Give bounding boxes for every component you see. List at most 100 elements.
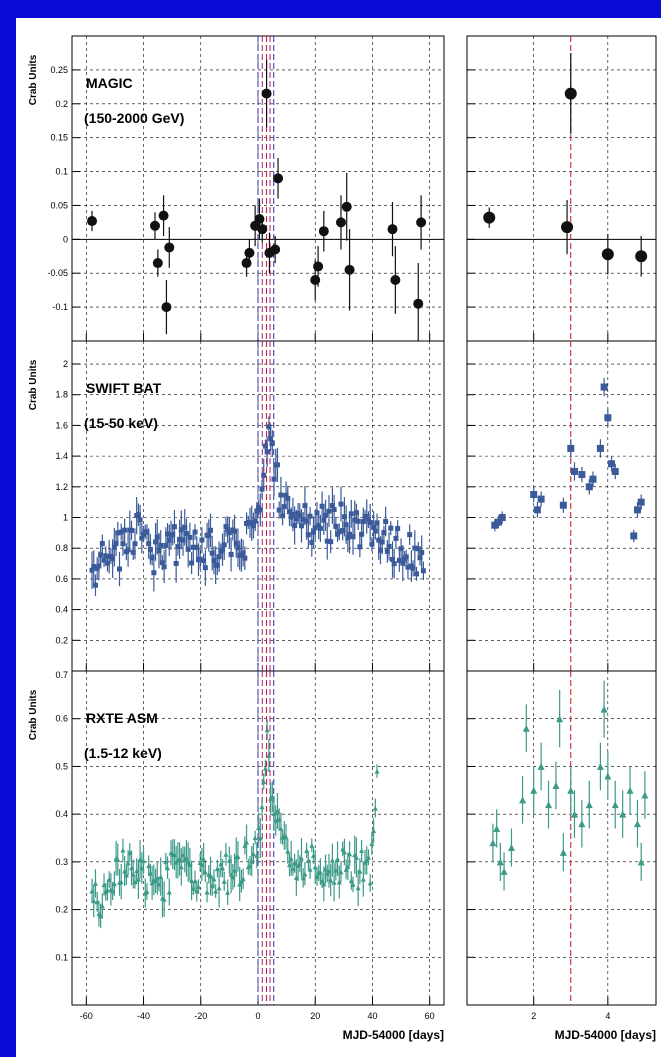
data-point	[285, 495, 291, 501]
data-point	[202, 869, 208, 875]
data-point	[619, 810, 627, 818]
data-point	[165, 531, 171, 537]
data-point	[273, 173, 284, 184]
data-point	[343, 522, 349, 528]
data-point	[530, 786, 538, 794]
data-point	[177, 536, 183, 542]
data-point	[377, 547, 383, 553]
data-point	[147, 546, 153, 552]
data-point	[310, 275, 321, 285]
x-axis-label: MJD-54000 [days]	[555, 1028, 656, 1042]
data-point	[123, 872, 129, 878]
data-point	[111, 881, 117, 887]
data-point	[379, 539, 385, 545]
data-point	[204, 889, 210, 895]
data-point	[633, 506, 641, 514]
data-point	[387, 224, 398, 235]
data-point	[415, 546, 421, 552]
data-point	[344, 264, 355, 275]
data-point	[407, 532, 413, 538]
y-tick-label: 0	[63, 234, 68, 244]
data-point	[369, 840, 375, 846]
data-point	[149, 555, 155, 561]
data-point	[293, 516, 299, 522]
data-point	[125, 547, 131, 553]
data-point	[178, 527, 184, 533]
data-point	[336, 879, 342, 885]
data-point	[585, 801, 593, 809]
data-point	[376, 537, 382, 543]
data-point	[99, 541, 105, 547]
data-point	[350, 881, 356, 887]
data-point	[347, 531, 353, 537]
data-point	[545, 801, 553, 809]
data-point	[389, 556, 395, 562]
data-point	[266, 424, 272, 430]
data-point	[164, 242, 175, 253]
data-point	[241, 258, 252, 269]
data-point	[309, 842, 315, 848]
data-point	[316, 523, 322, 529]
data-point	[117, 566, 123, 572]
data-point	[268, 436, 274, 442]
data-point	[240, 876, 246, 882]
data-point	[190, 544, 196, 550]
data-point	[533, 506, 541, 514]
data-point	[254, 852, 260, 858]
data-point	[281, 504, 287, 510]
data-point	[393, 535, 399, 541]
panel-frame-rxte-right	[466, 670, 657, 1006]
data-point	[300, 517, 306, 523]
data-point	[280, 513, 286, 519]
panel-title: MAGIC	[86, 75, 133, 91]
data-point	[233, 540, 239, 546]
data-point	[552, 782, 560, 790]
data-point	[278, 825, 284, 831]
data-point	[417, 555, 423, 561]
data-point	[220, 547, 226, 553]
data-point	[412, 545, 418, 551]
data-point	[201, 558, 207, 564]
data-point	[158, 874, 164, 880]
data-point	[304, 518, 310, 524]
data-point	[353, 854, 359, 860]
data-point	[357, 544, 363, 550]
data-point	[226, 530, 232, 536]
data-point	[110, 556, 116, 562]
data-point	[537, 495, 545, 503]
y-tick-label: 1	[63, 513, 68, 523]
data-point	[493, 824, 501, 832]
y-tick-label: 1.6	[55, 420, 68, 430]
data-point	[331, 879, 337, 885]
data-point	[144, 529, 150, 535]
data-point	[400, 560, 406, 566]
y-tick-label: 0.1	[55, 167, 68, 177]
data-point	[314, 510, 320, 516]
data-point	[371, 828, 377, 834]
data-point	[384, 548, 390, 554]
data-point	[240, 550, 246, 556]
data-point	[328, 877, 334, 883]
data-point	[286, 509, 292, 515]
data-point	[135, 876, 141, 882]
data-point	[331, 506, 337, 512]
data-point	[129, 527, 135, 533]
data-point	[298, 523, 304, 529]
data-point	[104, 560, 110, 566]
data-point	[335, 531, 341, 537]
data-point	[395, 525, 401, 531]
data-point	[336, 529, 342, 535]
data-point	[252, 518, 258, 524]
data-point	[103, 553, 109, 559]
data-point	[288, 514, 294, 520]
data-point	[317, 525, 323, 531]
data-point	[115, 530, 121, 536]
x-tick-label: -20	[194, 1011, 207, 1021]
data-point	[309, 539, 315, 545]
data-point	[630, 532, 638, 540]
data-point	[302, 503, 308, 509]
data-point	[223, 524, 229, 530]
data-point	[570, 467, 578, 475]
data-point	[626, 786, 634, 794]
figure-canvas: -0.1 -0.05 0 0.05 0.1 0.15 0.2 0.25 Crab Units MA…	[16, 18, 661, 1057]
